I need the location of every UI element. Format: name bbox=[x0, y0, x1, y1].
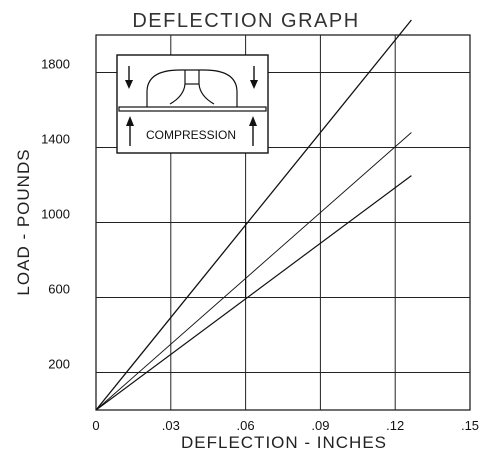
series-line-2 bbox=[95, 132, 412, 411]
mount-illustration bbox=[118, 69, 267, 112]
y-tick-label: 1800 bbox=[41, 57, 70, 72]
inset-frame bbox=[116, 54, 269, 154]
x-tick-label: .06 bbox=[237, 418, 255, 433]
bottom-left-arrow-icon bbox=[126, 116, 134, 146]
bottom-right-arrow-icon bbox=[249, 116, 257, 146]
series-line-3 bbox=[95, 175, 412, 411]
x-tick-label: .15 bbox=[461, 418, 479, 433]
y-tick-label: 600 bbox=[48, 282, 70, 297]
y-tick-label: 1000 bbox=[41, 207, 70, 222]
top-right-arrow-icon bbox=[250, 66, 258, 89]
y-tick-labels: 200 600 1000 1400 1800 bbox=[41, 57, 70, 372]
series-line-1 bbox=[95, 19, 412, 411]
x-axis-title: DEFLECTION - INCHES bbox=[181, 433, 387, 452]
chart-title: DEFLECTION GRAPH bbox=[132, 10, 359, 32]
y-axis-title: LOAD - POUNDS bbox=[14, 148, 33, 295]
series-lines bbox=[95, 19, 412, 411]
y-tick-label: 200 bbox=[48, 357, 70, 372]
top-left-arrow-icon bbox=[125, 66, 133, 89]
inset-compression-label: COMPRESSION bbox=[146, 128, 236, 142]
x-tick-label: .09 bbox=[311, 418, 329, 433]
x-tick-label: 0 bbox=[92, 418, 99, 433]
x-tick-label: .12 bbox=[386, 418, 404, 433]
y-tick-label: 1400 bbox=[41, 132, 70, 147]
compression-inset: COMPRESSION bbox=[116, 54, 269, 154]
x-tick-label: .03 bbox=[162, 418, 180, 433]
x-tick-labels: 0 .03 .06 .09 .12 .15 bbox=[92, 418, 479, 433]
